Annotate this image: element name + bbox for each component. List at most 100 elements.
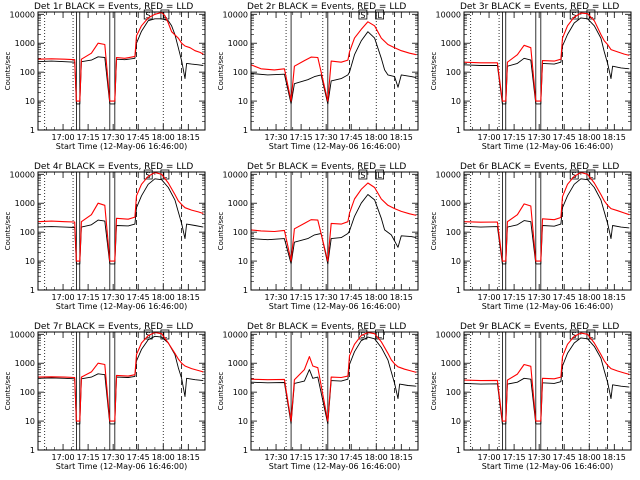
- y-tick-label: 1: [456, 126, 461, 135]
- x-tick-label: 17:30: [528, 293, 551, 302]
- x-tick-label: 17:30: [528, 453, 551, 462]
- attenuator-box: [160, 9, 170, 20]
- x-tick-label: 17:00: [478, 453, 501, 462]
- plot-frame: [250, 331, 419, 451]
- y-tick-label: 10: [451, 417, 461, 426]
- x-tick-label: 17:30: [315, 293, 338, 302]
- x-tick-label: 18:15: [603, 293, 626, 302]
- x-tick-label: 18:15: [603, 453, 626, 462]
- y-axis-label: Counts/sec: [217, 372, 225, 411]
- y-tick-label: 10: [25, 97, 35, 106]
- y-tick-label: 1000: [228, 39, 248, 48]
- panel-title: Det 1r BLACK = Events, RED = LLD: [34, 2, 193, 12]
- series-line-lld: [463, 171, 630, 262]
- x-tick-label: 18:15: [177, 453, 200, 462]
- attenuator-label: S: [360, 171, 365, 180]
- y-tick-label: 1000: [228, 359, 248, 368]
- x-tick-label: 17:00: [52, 453, 75, 462]
- x-tick-label: 18:00: [152, 133, 175, 142]
- panel-det-6r: 1 10 100 1000 10000 17:00 17:15 17:30 17:45 18:00…: [430, 162, 632, 311]
- series-line-lld: [37, 11, 204, 102]
- x-tick-label: 17:30: [315, 453, 338, 462]
- plot-frame: [37, 11, 206, 131]
- x-axis-label: Start Time (12-May-06 16:46:00): [482, 302, 613, 311]
- x-tick-label: 18:15: [177, 293, 200, 302]
- x-tick-label: 17:15: [77, 293, 100, 302]
- series-line-lld: [37, 171, 204, 262]
- x-tick-label: 17:15: [503, 453, 526, 462]
- x-axis-label: Start Time (12-May-06 16:46:00): [269, 302, 400, 311]
- y-tick-label: 10: [25, 417, 35, 426]
- panel-det-4r: 1 10 100 1000 10000 17:00 17:15 17:30 17:45 18:00…: [4, 162, 206, 311]
- x-tick-label: 17:15: [503, 293, 526, 302]
- y-tick-label: 10000: [223, 10, 248, 19]
- attenuator-label: S: [572, 11, 577, 20]
- x-tick-label: 17:15: [77, 453, 100, 462]
- y-tick-label: 100: [446, 388, 461, 397]
- attenuator-label: S: [572, 331, 577, 340]
- x-tick-label: 18:15: [603, 133, 626, 142]
- y-tick-label: 100: [233, 68, 248, 77]
- x-tick-label: 17:15: [503, 133, 526, 142]
- y-axis-label: Counts/sec: [4, 52, 12, 91]
- x-tick-label: 17:45: [553, 293, 576, 302]
- x-tick-label: 17:15: [290, 293, 313, 302]
- y-axis-label: Counts/sec: [430, 372, 438, 411]
- x-tick-label: 17:45: [340, 293, 363, 302]
- y-tick-label: 1000: [15, 39, 35, 48]
- attenuator-label: S: [146, 11, 151, 20]
- x-tick-label: 18:00: [578, 133, 601, 142]
- y-tick-label: 10000: [10, 170, 35, 179]
- y-tick-label: 1000: [15, 199, 35, 208]
- panel-title: Det 7r BLACK = Events, RED = LLD: [34, 322, 193, 332]
- y-tick-label: 100: [233, 228, 248, 237]
- panel-det-3r: 1 10 100 1000 10000 17:00 17:15 17:30 17:45 18:00…: [430, 2, 632, 151]
- x-tick-label: 17:30: [102, 293, 125, 302]
- attenuator-label: L: [163, 171, 168, 180]
- y-tick-label: 10: [451, 97, 461, 106]
- panel-title: Det 8r BLACK = Events, RED = LLD: [247, 322, 406, 332]
- series-line-lld: [463, 12, 630, 102]
- y-tick-label: 1: [243, 286, 248, 295]
- plot-frame: [463, 331, 632, 451]
- panel-title: Det 5r BLACK = Events, RED = LLD: [247, 162, 406, 172]
- x-axis-label: Start Time (12-May-06 16:46:00): [269, 142, 400, 151]
- y-tick-label: 10000: [10, 10, 35, 19]
- y-tick-label: 100: [233, 388, 248, 397]
- series-line-events: [37, 178, 204, 265]
- y-tick-label: 100: [20, 228, 35, 237]
- attenuator-label: L: [589, 11, 594, 20]
- y-tick-label: 1: [243, 126, 248, 135]
- x-tick-label: 18:15: [390, 453, 413, 462]
- y-tick-label: 100: [446, 228, 461, 237]
- attenuator-label: S: [360, 331, 365, 340]
- y-tick-label: 1000: [441, 359, 461, 368]
- attenuator-box: [586, 9, 596, 20]
- y-tick-label: 1000: [441, 39, 461, 48]
- attenuator-label: L: [589, 171, 594, 180]
- x-tick-label: 18:00: [365, 133, 388, 142]
- attenuator-box: [358, 169, 368, 180]
- x-tick-label: 17:00: [52, 293, 75, 302]
- y-tick-label: 100: [446, 68, 461, 77]
- series-line-lld: [250, 182, 417, 262]
- y-tick-label: 1000: [15, 359, 35, 368]
- x-tick-label: 18:00: [578, 293, 601, 302]
- x-tick-label: 17:15: [290, 453, 313, 462]
- x-axis-label: Start Time (12-May-06 16:46:00): [482, 462, 613, 471]
- attenuator-label: S: [146, 171, 151, 180]
- y-axis-label: Counts/sec: [4, 212, 12, 251]
- y-tick-label: 100: [20, 68, 35, 77]
- plot-frame: [37, 171, 206, 291]
- x-tick-label: 17:00: [52, 133, 75, 142]
- y-tick-label: 10000: [436, 170, 461, 179]
- y-tick-label: 10: [238, 417, 248, 426]
- x-tick-label: 17:00: [478, 293, 501, 302]
- y-tick-label: 10000: [10, 330, 35, 339]
- x-axis-label: Start Time (12-May-06 16:46:00): [56, 142, 187, 151]
- panel-det-1r: 1 10 100 1000 10000 17:00 17:15 17:30 17:45 18:00…: [4, 2, 206, 151]
- x-tick-label: 17:15: [290, 133, 313, 142]
